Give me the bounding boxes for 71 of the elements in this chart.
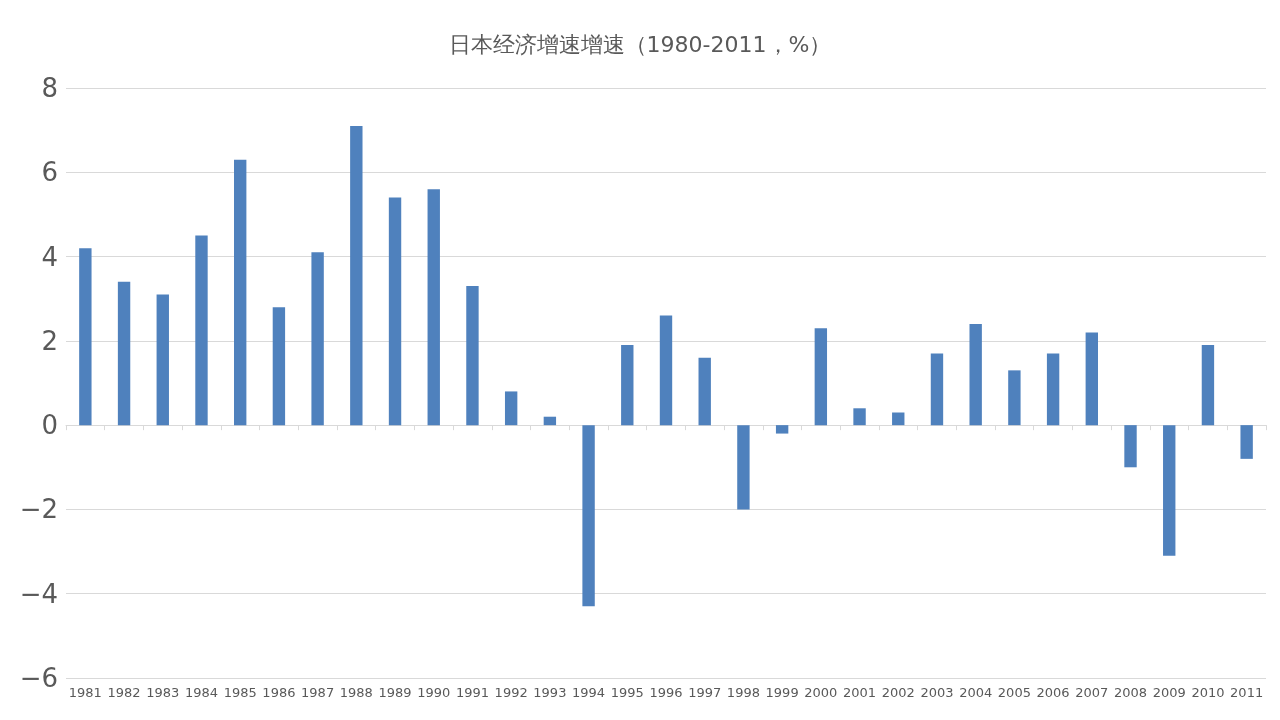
bar [117,281,131,426]
bar [621,345,634,426]
bar [1085,332,1098,426]
bar [156,294,169,426]
x-tick-label: 1987 [301,685,335,700]
bar [853,408,866,426]
bar [311,252,324,426]
y-tick-label: −2 [19,494,58,525]
y-tick-label: −4 [19,578,58,609]
bar [1163,425,1176,556]
x-tick-label: 1999 [765,685,799,700]
x-tick-label: 2006 [1036,685,1070,700]
y-tick-label: −6 [19,663,58,693]
y-tick-label: 0 [41,410,58,441]
x-tick-label: 2004 [959,685,993,700]
x-tick-label: 1985 [223,685,257,700]
x-tick-label: 1998 [726,685,760,700]
x-tick-label: 2000 [804,685,838,700]
bar [1201,345,1215,426]
bar [582,425,595,607]
x-tick-label: 1988 [339,685,373,700]
x-tick-label: 2003 [920,685,954,700]
x-tick-label: 1981 [68,685,102,700]
bar [892,412,905,426]
bar [659,315,673,426]
x-tick-label: 1997 [688,685,722,700]
bar [234,159,247,426]
x-tick-label: 2010 [1191,685,1225,700]
bar [79,248,92,426]
y-tick-label: 4 [41,241,58,272]
bar [1046,353,1060,426]
x-tick-label: 2001 [843,685,877,700]
x-tick-label: 1991 [455,685,489,700]
y-tick-label: 8 [41,73,58,103]
bar [1124,425,1137,468]
x-tick-label: 1992 [494,685,528,700]
bar [775,425,789,434]
x-tick-label: 1995 [610,685,644,700]
bar [1240,425,1253,459]
bar [543,416,557,426]
bar [698,357,711,426]
x-tick-label: 1983 [146,685,180,700]
x-tick-label: 1993 [533,685,567,700]
bar [272,307,286,426]
chart-title: 日本经济增速增速（1980-2011，%） [448,31,832,57]
x-tick-label: 1990 [417,685,451,700]
bar [427,189,440,426]
bar [195,235,208,426]
y-tick-label: 2 [41,325,58,356]
bar [930,353,944,426]
x-tick-label: 2011 [1230,685,1264,700]
bar [504,391,518,426]
x-tick-label: 2005 [997,685,1031,700]
x-tick-label: 2007 [1075,685,1109,700]
x-tick-label: 1982 [107,685,141,700]
bar [969,324,982,426]
x-tick-label: 2008 [1113,685,1148,700]
bar [388,197,402,426]
x-tick-label: 1984 [184,685,219,700]
x-tick-label: 2009 [1152,685,1186,700]
x-tick-label: 1996 [649,685,683,700]
bar [737,425,750,510]
y-tick-label: 6 [41,157,58,188]
x-tick-label: 1994 [572,685,606,700]
x-tick-label: 1989 [378,685,412,700]
bar [350,125,363,426]
bar [1008,370,1021,426]
bar [466,286,479,426]
x-tick-label: 2002 [881,685,915,700]
x-tick-label: 1986 [262,685,296,700]
bar [814,328,828,426]
